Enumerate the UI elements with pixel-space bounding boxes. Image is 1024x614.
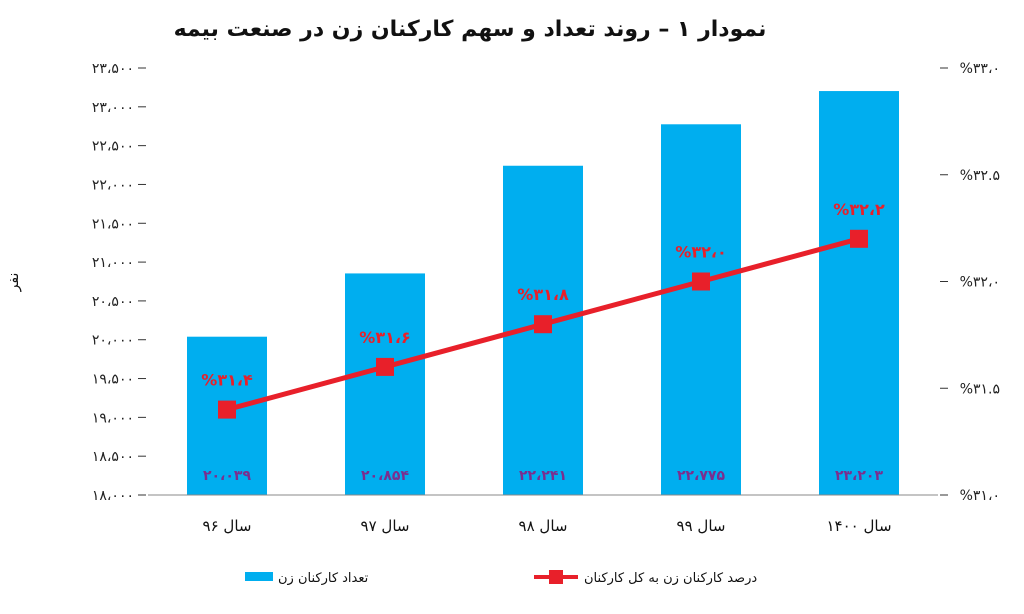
right-tick-label: %۳۳،۰ (960, 61, 1000, 77)
left-tick-label: ۲۰،۵۰۰ (92, 294, 134, 310)
bars: ۲۰،۰۳۹ ۲۰،۸۵۴ ۲۲،۲۴۱ ۲۲،۷۷۵ ۲۳،۲۰۳ (187, 91, 899, 496)
line-point (218, 400, 236, 419)
legend-marker-line (549, 570, 563, 584)
line-point (534, 315, 552, 334)
x-axis: سال ۹۶ سال ۹۷ سال ۹۸ سال ۹۹ سال ۱۴۰۰ (148, 494, 938, 535)
bar (661, 124, 741, 495)
y-axis-label: نفر (6, 273, 22, 293)
left-tick-label: ۲۰،۰۰۰ (92, 333, 134, 349)
line-data-label: %۳۱،۸ (517, 285, 569, 304)
x-tick-label: سال ۹۹ (677, 517, 726, 535)
left-tick-label: ۲۲،۵۰۰ (92, 139, 134, 155)
legend-label-line: درصد کارکنان زن به کل کارکنان (584, 571, 757, 586)
legend-swatch-bar (245, 572, 273, 581)
right-tick-label: %۳۱،۰ (960, 488, 1000, 504)
x-tick-label: سال ۹۷ (361, 517, 410, 535)
left-tick-label: ۱۸،۵۰۰ (92, 449, 134, 465)
x-tick-label: سال ۱۴۰۰ (826, 517, 891, 535)
right-tick-label: %۳۲.۵ (960, 168, 1000, 184)
line-point (376, 357, 394, 376)
x-tick-label: سال ۹۸ (519, 517, 568, 535)
bar (345, 273, 425, 495)
bar (819, 91, 899, 496)
left-tick-label: ۲۳،۵۰۰ (92, 61, 134, 77)
bar-data-label: ۲۲،۷۷۵ (677, 468, 725, 484)
chart-title: نمودار ۱ – روند تعداد و سهم کارکنان زن د… (174, 17, 767, 42)
line-data-label: %۳۱،۶ (359, 328, 410, 347)
left-tick-label: ۱۹،۰۰۰ (92, 410, 134, 426)
bar-data-label: ۲۰،۰۳۹ (203, 468, 251, 484)
x-tick-label: سال ۹۶ (203, 517, 252, 535)
legend: تعداد کارکنان زن درصد کارکنان زن به کل کا… (245, 570, 757, 586)
left-tick-label: ۱۹،۵۰۰ (92, 372, 134, 388)
left-tick-label: ۱۸،۰۰۰ (92, 488, 134, 504)
bar-data-label: ۲۲،۲۴۱ (519, 468, 567, 484)
right-axis: %۳۱،۰ %۳۱.۵ %۳۲،۰ %۳۲.۵ %۳۳،۰ (940, 61, 1000, 504)
line-data-label: %۳۱،۴ (201, 371, 253, 390)
line-series: %۳۱،۴ %۳۱،۶ %۳۱،۸ %۳۲،۰ %۳۲،۲ (201, 200, 885, 419)
line-data-label: %۳۲،۲ (833, 200, 885, 219)
left-axis: ۱۸،۰۰۰ ۱۸،۵۰۰ ۱۹،۰۰۰ ۱۹،۵۰۰ ۲۰،۰۰۰ ۲۰،۵۰۰ ۲۱،۰… (92, 61, 146, 504)
line-data-label: %۳۲،۰ (675, 243, 726, 262)
right-tick-label: %۳۲،۰ (960, 275, 1000, 291)
left-tick-label: ۲۱،۵۰۰ (92, 216, 134, 232)
bar-data-label: ۲۳،۲۰۳ (835, 468, 883, 484)
left-tick-label: ۲۲،۰۰۰ (92, 177, 134, 193)
right-tick-label: %۳۱.۵ (960, 381, 1000, 397)
legend-label-bar: تعداد کارکنان زن (278, 571, 369, 586)
line-point (692, 272, 710, 291)
line-point (850, 229, 868, 248)
left-tick-label: ۲۱،۰۰۰ (92, 255, 134, 271)
bar-data-label: ۲۰،۸۵۴ (361, 468, 409, 484)
left-tick-label: ۲۳،۰۰۰ (92, 100, 134, 116)
